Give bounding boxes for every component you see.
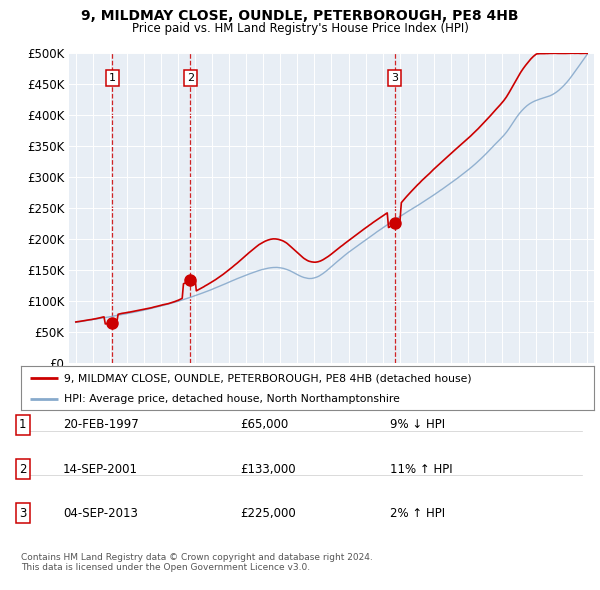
Text: 1: 1 (109, 73, 116, 83)
Text: 2: 2 (19, 463, 26, 476)
Text: 20-FEB-1997: 20-FEB-1997 (63, 418, 139, 431)
Text: £133,000: £133,000 (240, 463, 296, 476)
Text: 14-SEP-2001: 14-SEP-2001 (63, 463, 138, 476)
Text: HPI: Average price, detached house, North Northamptonshire: HPI: Average price, detached house, Nort… (64, 394, 400, 404)
Text: 1: 1 (19, 418, 26, 431)
Text: Price paid vs. HM Land Registry's House Price Index (HPI): Price paid vs. HM Land Registry's House … (131, 22, 469, 35)
Text: £65,000: £65,000 (240, 418, 288, 431)
Text: 11% ↑ HPI: 11% ↑ HPI (390, 463, 452, 476)
Text: 9, MILDMAY CLOSE, OUNDLE, PETERBOROUGH, PE8 4HB (detached house): 9, MILDMAY CLOSE, OUNDLE, PETERBOROUGH, … (64, 373, 472, 383)
Text: 04-SEP-2013: 04-SEP-2013 (63, 507, 138, 520)
Text: This data is licensed under the Open Government Licence v3.0.: This data is licensed under the Open Gov… (21, 563, 310, 572)
Text: 2% ↑ HPI: 2% ↑ HPI (390, 507, 445, 520)
Text: 3: 3 (19, 507, 26, 520)
Text: £225,000: £225,000 (240, 507, 296, 520)
Text: 9% ↓ HPI: 9% ↓ HPI (390, 418, 445, 431)
Text: Contains HM Land Registry data © Crown copyright and database right 2024.: Contains HM Land Registry data © Crown c… (21, 553, 373, 562)
Text: 2: 2 (187, 73, 194, 83)
Text: 9, MILDMAY CLOSE, OUNDLE, PETERBOROUGH, PE8 4HB: 9, MILDMAY CLOSE, OUNDLE, PETERBOROUGH, … (81, 9, 519, 23)
Text: 3: 3 (391, 73, 398, 83)
